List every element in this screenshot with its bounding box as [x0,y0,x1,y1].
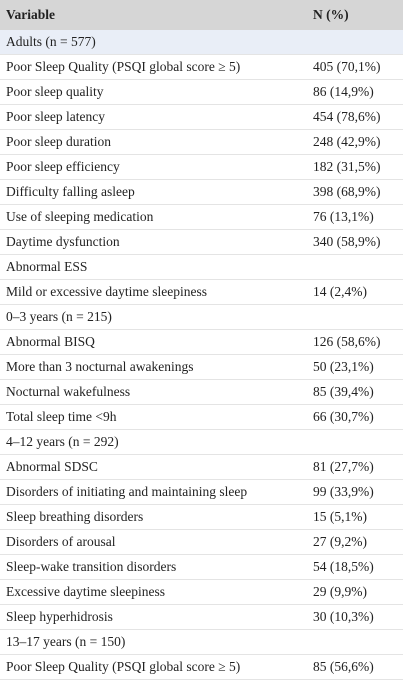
variable-cell: Abnormal BISQ [6,334,95,349]
variable-cell: Poor sleep latency [6,109,105,124]
data-row: Disorders of initiating and maintaining … [0,480,403,505]
data-row: Abnormal BISQ 126 (58,6%) [0,330,403,355]
section-label: 13–17 years (n = 150) [6,634,126,649]
variable-cell: Poor sleep duration [6,134,111,149]
data-row: Total sleep time <9h 66 (30,7%) [0,405,403,430]
value-cell: 29 (9,9%) [313,584,367,599]
value-cell: 182 (31,5%) [313,159,381,174]
variable-cell: Disorders of initiating and maintaining … [6,484,248,499]
variable-cell: Poor Sleep Quality (PSQI global score ≥ … [6,659,241,674]
data-row: Mild or excessive daytime sleepiness 14 (… [0,280,403,305]
value-cell: 340 (58,9%) [313,234,381,249]
value-cell: 85 (56,6%) [313,659,374,674]
data-row: Poor sleep latency 454 (78,6%) [0,105,403,130]
variable-cell: Difficulty falling asleep [6,184,135,199]
data-row: Poor Sleep Quality (PSQI global score ≥ … [0,55,403,80]
data-row: Excessive daytime sleepiness 29 (9,9%) [0,580,403,605]
value-cell: 398 (68,9%) [313,184,381,199]
value-cell: 248 (42,9%) [313,134,381,149]
variable-cell: Abnormal SDSC [6,459,98,474]
value-cell: 85 (39,4%) [313,384,374,399]
variable-cell: Daytime dysfunction [6,234,120,249]
value-cell: 14 (2,4%) [313,284,367,299]
variable-cell: Excessive daytime sleepiness [6,584,165,599]
variable-cell: Nocturnal wakefulness [6,384,131,399]
section-row: 4–12 years (n = 292) [0,430,403,455]
variable-cell: More than 3 nocturnal awakenings [6,359,194,374]
data-row: More than 3 nocturnal awakenings 50 (23,1… [0,355,403,380]
value-cell: 76 (13,1%) [313,209,374,224]
data-row: Sleep-wake transition disorders 54 (18,5%… [0,555,403,580]
data-row: Abnormal ESS [0,255,403,280]
variable-cell: Use of sleeping medication [6,209,154,224]
variable-cell: Poor sleep quality [6,84,104,99]
value-cell: 66 (30,7%) [313,409,374,424]
data-row: Poor sleep quality 86 (14,9%) [0,80,403,105]
section-label: 0–3 years (n = 215) [6,309,112,324]
data-row: Use of sleeping medication 76 (13,1%) [0,205,403,230]
variable-cell: Poor Sleep Quality (PSQI global score ≥ … [6,59,241,74]
section-row: 13–17 years (n = 150) [0,630,403,655]
value-cell: 50 (23,1%) [313,359,374,374]
value-cell: 15 (5,1%) [313,509,367,524]
data-row: Daytime dysfunction 340 (58,9%) [0,230,403,255]
value-cell: 81 (27,7%) [313,459,374,474]
data-row: Disorders of arousal 27 (9,2%) [0,530,403,555]
value-cell: 86 (14,9%) [313,84,374,99]
variable-cell: Sleep-wake transition disorders [6,559,177,574]
value-cell: 54 (18,5%) [313,559,374,574]
value-cell: 99 (33,9%) [313,484,374,499]
data-row: Sleep hyperhidrosis 30 (10,3%) [0,605,403,630]
header-cell: Variable [6,7,56,22]
section-row: Adults (n = 577) [0,30,403,55]
variable-cell: Sleep hyperhidrosis [6,609,113,624]
variable-cell: Poor sleep efficiency [6,159,120,174]
data-row: Abnormal SDSC 81 (27,7%) [0,455,403,480]
data-row: Sleep breathing disorders 15 (5,1%) [0,505,403,530]
value-cell: 126 (58,6%) [313,334,381,349]
header-row: Variable N (%) [0,0,403,30]
variable-cell: Disorders of arousal [6,534,116,549]
variable-cell: Sleep breathing disorders [6,509,144,524]
section-label: 4–12 years (n = 292) [6,434,119,449]
value-cell: 27 (9,2%) [313,534,367,549]
section-label: Adults (n = 577) [6,34,96,49]
variable-cell: Total sleep time <9h [6,409,117,424]
header-cell: N (%) [313,7,349,22]
data-row: Poor Sleep Quality (PSQI global score ≥ … [0,655,403,680]
variable-cell: Abnormal ESS [6,259,88,274]
data-row: Nocturnal wakefulness 85 (39,4%) [0,380,403,405]
value-cell: 454 (78,6%) [313,109,381,124]
data-row: Poor sleep duration 248 (42,9%) [0,130,403,155]
value-cell: 405 (70,1%) [313,59,381,74]
value-cell: 30 (10,3%) [313,609,374,624]
variable-cell: Mild or excessive daytime sleepiness [6,284,207,299]
section-row: 0–3 years (n = 215) [0,305,403,330]
data-row: Poor sleep efficiency 182 (31,5%) [0,155,403,180]
data-row: Difficulty falling asleep 398 (68,9%) [0,180,403,205]
